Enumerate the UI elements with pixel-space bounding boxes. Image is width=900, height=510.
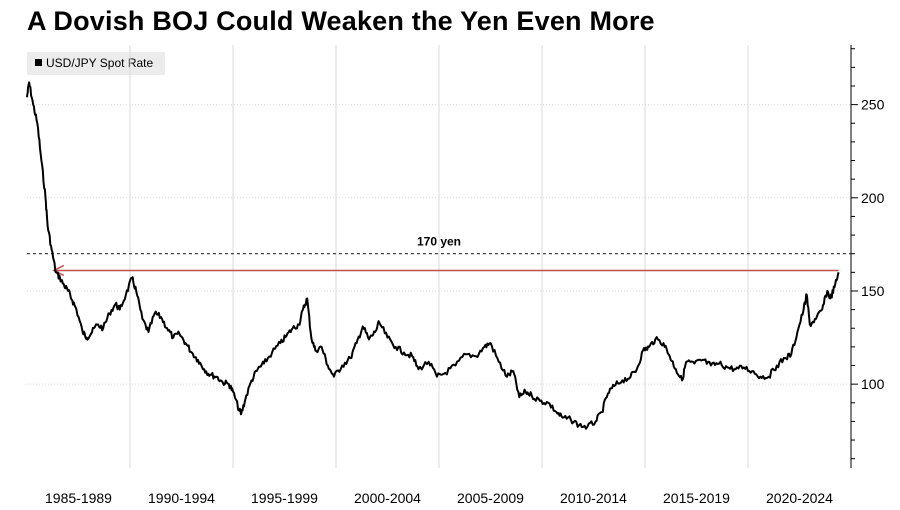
x-tick-label: 2020-2024 [766, 490, 833, 506]
x-tick-label: 2010-2014 [560, 490, 627, 506]
legend-label: USD/JPY Spot Rate [46, 56, 154, 70]
x-tick-label: 2015-2019 [663, 490, 730, 506]
chart-title: A Dovish BOJ Could Weaken the Yen Even M… [27, 6, 655, 36]
y-tick-label: 200 [861, 190, 885, 206]
reference-line-label: 170 yen [417, 235, 461, 249]
x-tick-label: 1995-1999 [251, 490, 318, 506]
x-tick-label: 2005-2009 [457, 490, 524, 506]
series-line-usd-jpy [26, 81, 840, 430]
arrow-head [52, 264, 65, 277]
x-tick-label: 1985-1989 [45, 490, 112, 506]
y-tick-label: 250 [861, 97, 885, 113]
y-tick-label: 100 [861, 376, 885, 392]
y-tick-label: 150 [861, 283, 885, 299]
x-tick-label: 2000-2004 [354, 490, 421, 506]
x-tick-label: 1990-1994 [148, 490, 215, 506]
legend-swatch [35, 59, 42, 66]
